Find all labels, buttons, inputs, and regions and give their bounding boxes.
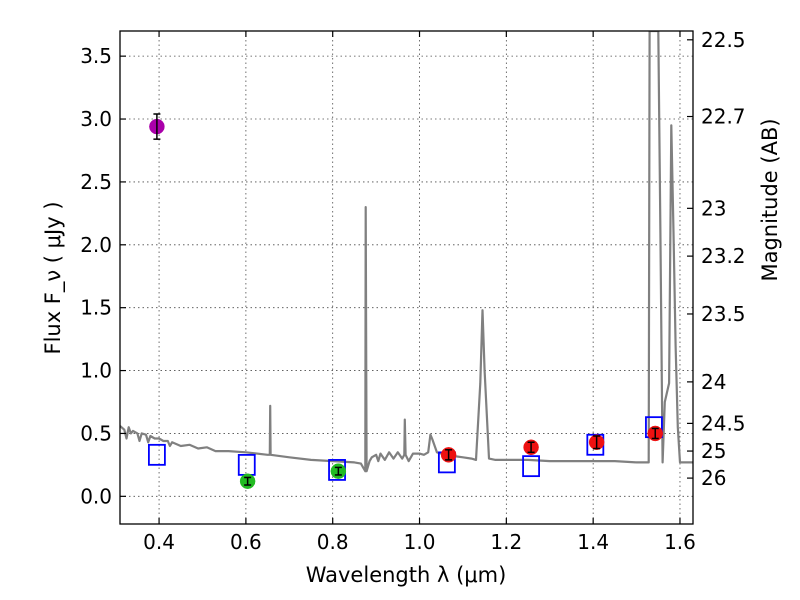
model-photometry-square	[147, 443, 166, 466]
y2-axis-label: Magnitude (AB)	[758, 118, 782, 281]
x-tick-label: 0.6	[230, 530, 262, 554]
model-spectrum	[120, 31, 693, 473]
spectrum-line	[120, 31, 693, 473]
model-photometry-square	[522, 455, 540, 478]
x-tick-label: 0.4	[143, 530, 175, 554]
mag-tick-label: 24.5	[701, 411, 746, 435]
y-tick-label: 3.0	[80, 107, 112, 131]
model-photometry-square	[237, 453, 256, 476]
plot-frame	[119, 30, 694, 525]
observed-photometry	[149, 113, 663, 489]
x-tick-label: 1.4	[577, 530, 609, 554]
x-tick-label: 0.8	[317, 530, 349, 554]
y-tick-label: 1.5	[80, 296, 112, 320]
mag-tick-label: 22.7	[701, 105, 746, 129]
y-axis-label: Flux F_ν ( μJy )	[41, 201, 66, 354]
mag-tick-label: 25	[701, 439, 726, 463]
y-tick-label: 1.0	[80, 359, 112, 383]
mag-tick-label: 26	[701, 466, 726, 490]
y-tick-label: 2.0	[80, 233, 112, 257]
mag-tick-label: 24	[701, 370, 726, 394]
mag-tick-label: 23	[701, 196, 726, 220]
y-tick-label: 2.5	[80, 170, 112, 194]
mag-tick-label: 23.2	[701, 244, 746, 268]
x-axis-label: Wavelength λ (μm)	[306, 563, 507, 587]
y-tick-label: 3.5	[80, 44, 112, 68]
x-tick-label: 1.2	[490, 530, 522, 554]
mag-tick-label: 22.5	[701, 28, 746, 52]
mag-tick-label: 23.5	[701, 302, 746, 326]
y-tick-label: 0.0	[80, 484, 112, 508]
x-tick-label: 1.6	[664, 530, 696, 554]
grid	[120, 31, 693, 524]
x-tick-label: 1.0	[404, 530, 436, 554]
axis-ticks: 0.4 0.6 0.8 1.0 1.2 1.4 1.6 0.0 0.5 1.0 1.5 2.0 2.5 3…	[80, 28, 745, 554]
y-tick-label: 0.5	[80, 421, 112, 445]
